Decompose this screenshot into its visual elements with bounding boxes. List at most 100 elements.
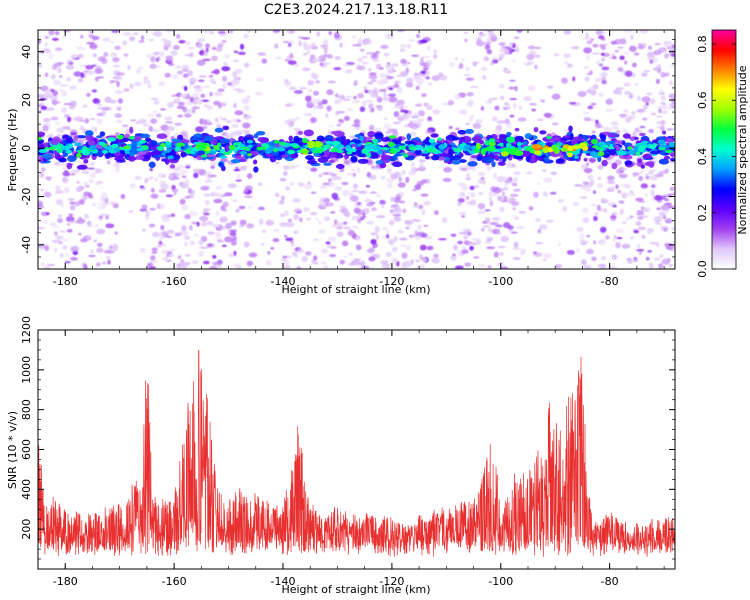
spectrogram-speckle — [527, 85, 536, 92]
spectrogram-speckle — [584, 36, 590, 41]
spectrogram-speckle — [155, 113, 162, 118]
spectrogram-speckle — [353, 234, 361, 241]
spectrogram-speckle — [138, 118, 147, 125]
spectrogram-speckle — [513, 241, 519, 248]
spectrogram-speckle — [287, 218, 293, 223]
spectrogram-speckle — [414, 184, 422, 190]
spectrogram-speckle — [302, 53, 308, 56]
spectrogram-band-blob — [663, 155, 671, 160]
spectrogram-speckle — [598, 35, 605, 40]
spectrogram-speckle — [61, 107, 67, 113]
spectrogram-speckle — [217, 42, 224, 48]
spectrogram-speckle — [301, 37, 311, 40]
spectrogram-speckle — [302, 67, 311, 72]
spectrogram-speckle — [347, 229, 355, 236]
spectrogram-speckle — [421, 93, 427, 98]
spectrogram-speckle — [660, 71, 666, 78]
spectrogram-hotspot — [592, 154, 601, 159]
spectrogram-speckle — [208, 174, 217, 178]
snr-marks — [38, 349, 675, 557]
spectrogram-speckle — [315, 261, 319, 265]
spectrogram-band-blob — [448, 149, 454, 156]
spectrogram-speckle — [42, 117, 51, 123]
spectrogram-hotspot — [88, 145, 97, 151]
spectrogram-speckle — [611, 254, 618, 260]
spectrogram-speckle — [242, 129, 247, 134]
spectrogram-speckle — [650, 264, 654, 269]
spectrogram-speckle — [130, 119, 137, 122]
spectrogram-speckle — [368, 256, 376, 262]
spectrogram-band-blob — [135, 154, 145, 160]
spectrogram-speckle — [622, 108, 629, 114]
snr-y-tick-label: 200 — [20, 519, 33, 540]
spectrogram-hotspot — [240, 146, 248, 151]
spectrogram-speckle — [396, 87, 403, 94]
spectrogram-speckle — [561, 77, 568, 84]
spectrogram-speckle — [179, 262, 188, 269]
spectrogram-speckle — [466, 102, 474, 107]
spectrogram-speckle — [536, 118, 544, 121]
spectrogram-speckle — [383, 123, 392, 130]
spectrogram-band-blob — [498, 134, 507, 139]
spectrogram-speckle — [492, 59, 499, 64]
spectrogram-speckle — [411, 162, 415, 168]
spectrogram-speckle — [518, 210, 526, 215]
spectrogram-band-blob — [114, 138, 121, 143]
spectrogram-hotspot — [336, 149, 344, 154]
spectrogram-speckle — [229, 231, 237, 237]
spectrogram-speckle — [40, 261, 45, 267]
spectrogram-speckle — [597, 264, 605, 268]
spectrogram-speckle — [51, 37, 59, 41]
spectrogram-speckle — [668, 263, 673, 267]
spectrogram-speckle — [413, 219, 421, 222]
spectrogram-speckle — [84, 184, 90, 188]
spectrogram-speckle — [607, 97, 613, 100]
spectrogram-speckle — [80, 34, 84, 39]
spectrogram-speckle — [230, 239, 237, 246]
spectrogram-speckle — [212, 261, 220, 266]
spectrogram-speckle — [55, 47, 63, 52]
spectrogram-speckle — [101, 261, 107, 265]
spectrogram-speckle — [397, 229, 404, 234]
spectrogram-speckle — [51, 239, 61, 243]
spectrogram-speckle — [117, 107, 122, 111]
spectrogram-speckle — [504, 118, 510, 124]
spectrogram-speckle — [83, 181, 88, 186]
spectrogram-speckle — [151, 247, 158, 252]
spectrogram-speckle — [323, 38, 329, 45]
spectrogram-speckle — [416, 33, 421, 39]
spectrogram-speckle — [45, 107, 55, 111]
spectrogram-speckle — [306, 101, 313, 107]
spectrogram-hotspot — [213, 144, 220, 150]
spectrogram-speckle — [637, 44, 645, 50]
spectrogram-speckle — [115, 76, 123, 81]
spectrogram-speckle — [42, 48, 51, 52]
spectrogram-speckle — [217, 30, 226, 34]
spectrogram-speckle — [319, 185, 328, 189]
spectrogram-speckle — [336, 110, 346, 114]
spectrogram-band-blob — [476, 155, 483, 162]
spectrogram-speckle — [610, 40, 617, 45]
spectrogram-speckle — [201, 99, 210, 103]
spectrogram-hotspot — [402, 153, 409, 158]
spectrogram-speckle — [80, 125, 84, 132]
spectrogram-speckle — [413, 168, 420, 172]
spectrogram-speckle — [98, 215, 103, 220]
spectrogram-hotspot — [471, 145, 477, 151]
spectrogram-speckle — [148, 39, 155, 42]
snr-x-tick: -180 — [53, 330, 78, 588]
spectrogram-speckle — [184, 113, 192, 118]
spectrogram-speckle — [76, 46, 83, 49]
spectrogram-speckle — [52, 101, 61, 104]
spectrogram-speckle — [413, 112, 418, 117]
spectrogram-speckle — [182, 73, 189, 78]
spectrogram-speckle — [339, 259, 346, 265]
spectrogram-speckle — [334, 185, 343, 191]
spectrogram-speckle — [576, 248, 580, 253]
spectrogram-speckle — [158, 237, 164, 240]
spectrogram-speckle — [274, 43, 279, 49]
spectrogram-speckle — [612, 239, 616, 242]
spectrogram-speckle — [280, 195, 285, 202]
spectrogram-speckle — [185, 195, 195, 199]
spectrogram-speckle — [465, 177, 472, 181]
